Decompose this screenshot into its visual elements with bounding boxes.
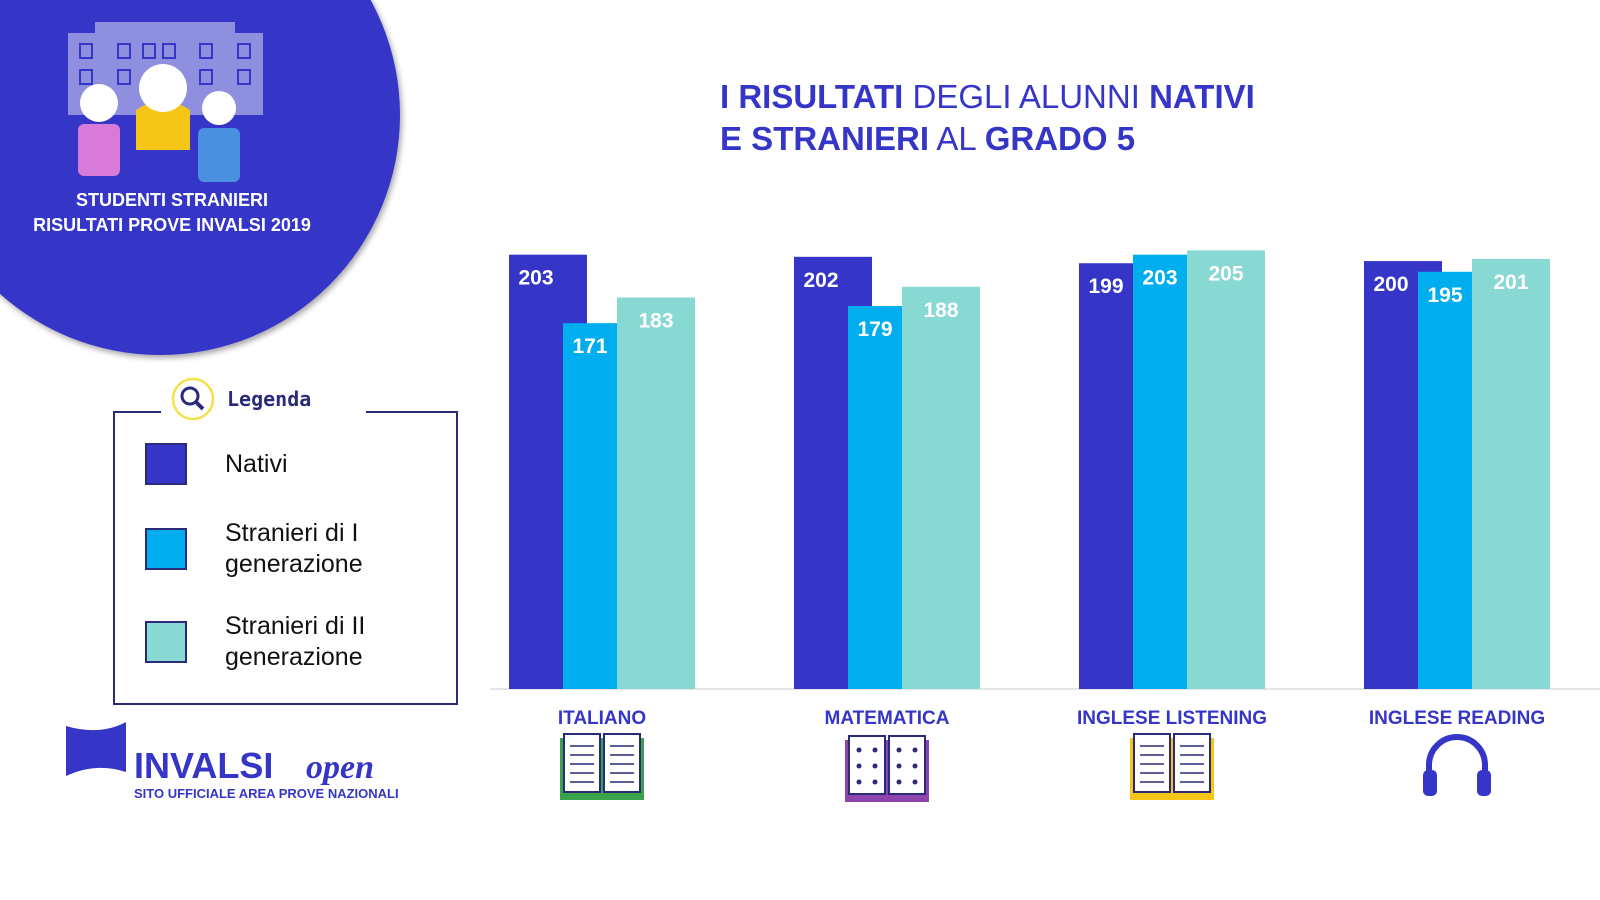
title-line: E STRANIERI AL GRADO 5	[720, 118, 1255, 160]
icon-part	[872, 779, 878, 785]
icon-part	[603, 733, 641, 793]
legend-label: Stranieri di I generazione	[225, 519, 363, 578]
title-part: I RISULTATI	[720, 78, 904, 115]
x-tick-label: INGLESE READING	[1369, 708, 1545, 729]
icon-part	[563, 733, 601, 793]
icon-part	[912, 763, 918, 769]
category-icon	[560, 733, 644, 800]
x-tick-label: ITALIANO	[558, 708, 646, 729]
title-part: DEGLI ALUNNI	[912, 78, 1140, 115]
bar	[617, 297, 695, 689]
icon-part	[1173, 733, 1211, 793]
badge-line: RISULTATI PROVE INVALSI 2019	[33, 215, 311, 235]
icon-part	[856, 779, 862, 785]
bar	[563, 323, 617, 689]
category-icon	[845, 735, 929, 802]
title-part: NATIVI	[1149, 78, 1255, 115]
legend-swatch	[145, 443, 187, 485]
bar	[1133, 254, 1187, 689]
bar	[848, 306, 902, 689]
value-label: 179	[857, 318, 892, 341]
value-label: 188	[923, 299, 958, 322]
category-icon	[1423, 734, 1491, 796]
icon-part	[848, 735, 886, 795]
icon-part	[1477, 770, 1491, 796]
title-part: GRADO 5	[984, 120, 1136, 157]
legend-label: Stranieri di II generazione	[225, 612, 366, 671]
bar	[1187, 250, 1265, 689]
icon-part	[912, 747, 918, 753]
chart-title: I RISULTATI DEGLI ALUNNI NATIVI E STRANIE…	[720, 76, 1255, 160]
icon-part	[856, 747, 862, 753]
legend-swatch	[145, 528, 187, 570]
legend-header: Legenda	[161, 369, 366, 429]
value-label: 203	[518, 267, 553, 290]
icon-part	[1423, 770, 1437, 796]
value-label: 199	[1088, 275, 1123, 298]
icon-part	[856, 763, 862, 769]
value-label: 205	[1208, 262, 1243, 285]
legend-entry: Stranieri di I generazione	[145, 518, 405, 580]
value-label: 171	[572, 335, 607, 358]
badge-line: STUDENTI STRANIERI	[76, 190, 268, 210]
bar	[1472, 258, 1550, 689]
magnifier-icon	[171, 377, 215, 421]
value-label: 202	[803, 269, 838, 292]
logo-tagline: SITO UFFICIALE AREA PROVE NAZIONALI	[134, 786, 399, 801]
x-tick-label: INGLESE LISTENING	[1077, 708, 1267, 729]
icon-part	[872, 763, 878, 769]
legend-entry: Nativi	[145, 443, 405, 485]
icon-part	[1426, 734, 1488, 780]
bar	[1418, 271, 1472, 689]
legend-swatch	[145, 621, 187, 663]
logo-suffix: open	[306, 749, 374, 786]
value-label: 200	[1373, 273, 1408, 296]
value-label: 201	[1493, 271, 1528, 294]
value-label: 183	[638, 309, 673, 332]
legend: Legenda Nativi Stranieri di I generazione…	[113, 369, 458, 705]
icon-part	[896, 779, 902, 785]
category-icon	[1130, 733, 1214, 800]
icon-part	[896, 763, 902, 769]
legend-label: Nativi	[225, 449, 288, 478]
legend-title: Legenda	[227, 387, 312, 411]
x-tick-label: MATEMATICA	[825, 708, 950, 729]
logo-name: INVALSI	[134, 745, 273, 786]
badge-illustration	[68, 22, 263, 182]
value-label: 195	[1427, 284, 1462, 307]
title-part: AL	[936, 120, 976, 157]
bar	[902, 286, 980, 689]
icon-part	[896, 747, 902, 753]
icon-part	[888, 735, 926, 795]
value-label: 203	[1142, 267, 1177, 290]
icon-part	[912, 779, 918, 785]
title-part: E STRANIERI	[720, 120, 930, 157]
title-line: I RISULTATI DEGLI ALUNNI NATIVI	[720, 76, 1255, 118]
icon-part	[1133, 733, 1171, 793]
logo: INVALSI open SITO UFFICIALE AREA PROVE N…	[66, 722, 399, 801]
legend-entry: Stranieri di II generazione	[145, 611, 405, 673]
icon-part	[872, 747, 878, 753]
